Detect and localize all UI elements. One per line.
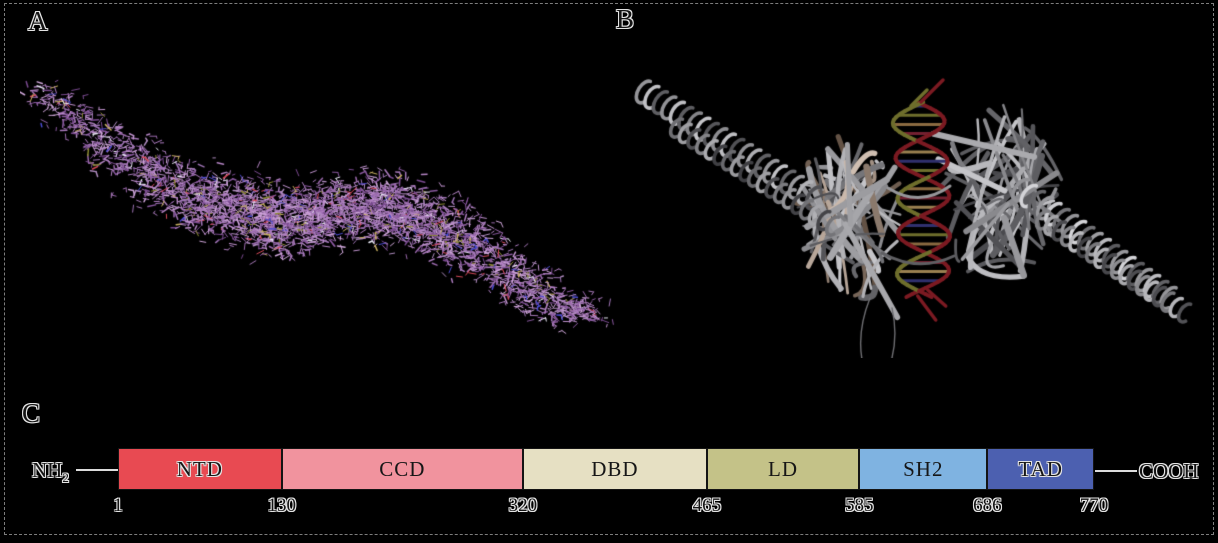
residue-tick-320: 320: [508, 495, 538, 516]
domain-box-ccd: CCD: [281, 448, 523, 490]
residue-tick-130: 130: [267, 495, 296, 516]
domain-box-dbd: DBD: [522, 448, 707, 490]
residue-tick-585: 585: [844, 495, 874, 516]
domain-label-dbd: DBD: [591, 456, 639, 481]
residue-tick-1: 1: [113, 495, 123, 516]
domain-label-ccd: CCD: [379, 456, 426, 481]
residue-tick-465: 465: [692, 495, 722, 516]
domain-box-ld: LD: [706, 448, 860, 490]
domain-box-sh2: SH2: [859, 448, 988, 490]
domain-box-ntd: NTD: [118, 448, 282, 490]
domain-label-ld: LD: [768, 456, 799, 481]
n-terminus-connector-line: [76, 469, 118, 471]
ribbon-dna-structure: [620, 68, 1218, 358]
panel-label-b: B: [616, 4, 635, 34]
residue-tick-686: 686: [973, 495, 1002, 516]
domain-label-ntd: NTD: [176, 456, 223, 481]
panel-label-c: C: [22, 398, 41, 428]
protein-domain-bar: NTD CCD DBD LD SH2 TAD: [118, 448, 1094, 490]
domain-box-tad: TAD: [987, 448, 1094, 490]
n-terminus-text: NH: [32, 458, 63, 482]
stick-model-structure: [20, 60, 620, 350]
n-terminus-label: NH2: [32, 458, 69, 486]
residue-tick-770: 770: [1079, 495, 1109, 516]
residue-tick-row: 1 130 320 465 585 686 770: [0, 495, 1218, 522]
c-terminus-connector-line: [1095, 470, 1137, 472]
domain-label-sh2: SH2: [903, 456, 944, 481]
c-terminus-label: COOH: [1139, 459, 1199, 483]
domain-label-tad: TAD: [1018, 456, 1063, 481]
n-terminus-subscript: 2: [62, 470, 69, 486]
panel-label-a: A: [28, 6, 48, 36]
